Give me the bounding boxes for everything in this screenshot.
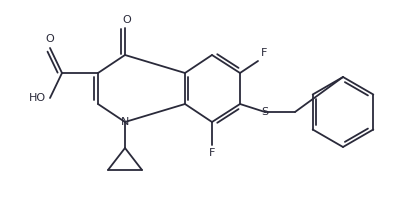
Text: O: O xyxy=(122,15,131,25)
Text: HO: HO xyxy=(29,93,46,103)
Text: N: N xyxy=(121,117,129,127)
Text: S: S xyxy=(261,107,268,117)
Text: F: F xyxy=(208,148,215,158)
Text: F: F xyxy=(260,48,267,58)
Text: O: O xyxy=(45,34,54,44)
